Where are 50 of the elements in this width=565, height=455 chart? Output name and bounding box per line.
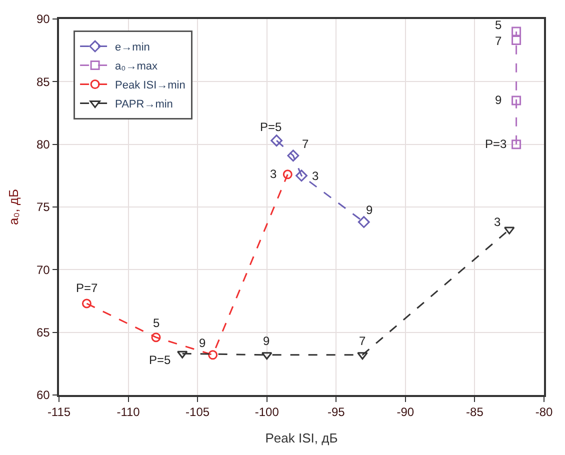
point <box>151 332 161 342</box>
x-tick-label: -100 <box>254 405 280 420</box>
annotation: 3 <box>270 167 277 181</box>
annotation: 9 <box>263 334 270 348</box>
x-tick-label: -105 <box>186 405 210 420</box>
x-tick-label: -85 <box>466 405 484 420</box>
point <box>270 134 283 147</box>
legend-label: PAPR→min <box>115 98 173 111</box>
annotation: 7 <box>495 34 502 48</box>
point <box>358 216 370 228</box>
y-tick-label: 60 <box>36 388 50 402</box>
point <box>296 170 308 182</box>
point <box>512 96 522 106</box>
annotation: 9 <box>495 93 502 107</box>
annotation: 3 <box>312 169 319 183</box>
annotation: 9 <box>366 203 373 217</box>
annotation: 7 <box>359 334 366 348</box>
y-tick-label: 70 <box>36 262 50 277</box>
point <box>512 26 522 36</box>
annotation: 5 <box>495 18 502 32</box>
annotation: P=5 <box>260 120 282 134</box>
legend-label: Peak ISI→min <box>115 80 186 92</box>
x-tick-label: -80 <box>535 405 553 420</box>
x-axis-title: Peak ISI, дБ <box>265 430 338 446</box>
x-tick-label: -90 <box>396 405 414 420</box>
y-axis-title: a₀, дБ <box>6 189 21 225</box>
x-tick-label: -115 <box>47 405 71 420</box>
y-tick-label: 85 <box>36 74 50 89</box>
point <box>282 170 292 180</box>
annotation: P=5 <box>149 353 172 367</box>
y-tick-label: 75 <box>36 200 50 214</box>
point <box>82 298 92 308</box>
x-tick-label: -95 <box>327 405 346 420</box>
legend-label: e→min <box>115 42 150 54</box>
y-tick-label: 80 <box>36 138 50 152</box>
annotation: 9 <box>199 336 206 350</box>
point <box>287 150 300 162</box>
y-tick-label: 90 <box>36 12 50 26</box>
point <box>512 36 522 46</box>
annotation: P=3 <box>485 137 508 151</box>
y-tick-label: 65 <box>36 326 50 340</box>
legend-label: a₀→max <box>115 60 158 73</box>
x-tick-label: -110 <box>116 405 140 420</box>
annotation: P=7 <box>76 281 98 295</box>
point <box>208 350 218 360</box>
annotation: 5 <box>153 316 160 330</box>
annotation: 7 <box>302 137 309 151</box>
point <box>357 352 368 360</box>
point <box>512 140 522 150</box>
annotation: 3 <box>494 215 501 229</box>
